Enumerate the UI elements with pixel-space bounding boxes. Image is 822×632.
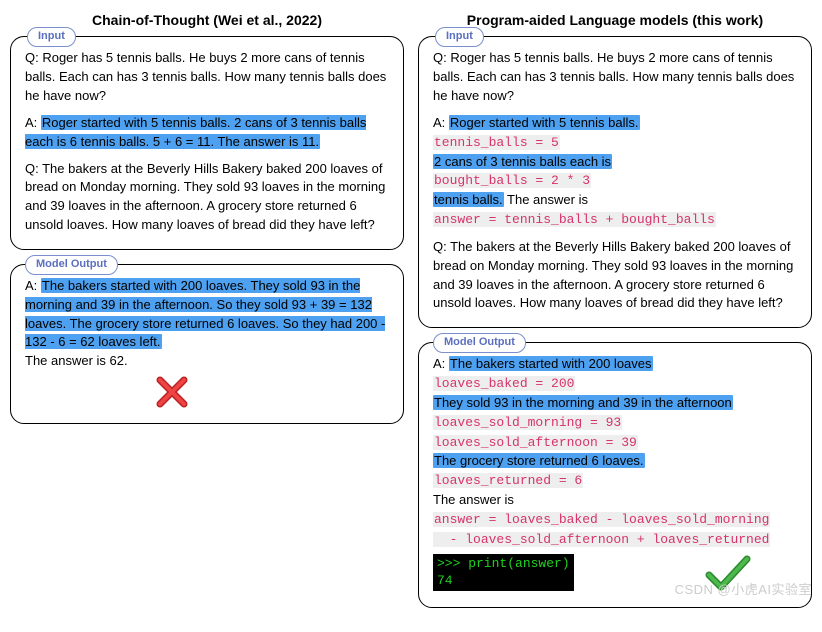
text-segment: Roger started with 5 tennis balls. <box>449 115 640 130</box>
text-segment: tennis_balls = 5 <box>433 135 560 150</box>
text-segment: loaves_sold_afternoon = 39 <box>433 435 638 450</box>
text-segment: loaves_baked = 200 <box>433 376 575 391</box>
right-column: Program-aided Language models (this work… <box>418 10 812 622</box>
terminal-line2: 74 <box>437 573 453 588</box>
terminal-output: >>> print(answer) 74 <box>433 554 574 592</box>
text-segment: Q: The bakers at the Beverly Hills Baker… <box>433 239 793 311</box>
text-segment: The answer is 62. <box>25 353 128 368</box>
text-segment: Q: Roger has 5 tennis balls. He buys 2 m… <box>433 50 794 103</box>
left-output-panel: Model Output A: The bakers started with … <box>10 264 404 424</box>
left-input-body: Q: Roger has 5 tennis balls. He buys 2 m… <box>25 49 389 235</box>
text-segment: The answer is <box>504 192 588 207</box>
right-output-body: A: The bakers started with 200 loaves loa… <box>433 355 797 549</box>
text-segment: - loaves_sold_afternoon + loaves_returne… <box>433 532 770 547</box>
wrong-icon <box>155 375 389 409</box>
text-segment: 2 cans of 3 tennis balls each is <box>433 154 612 169</box>
left-output-body: A: The bakers started with 200 loaves. T… <box>25 277 389 371</box>
text-segment: Roger started with 5 tennis balls. 2 can… <box>25 115 366 149</box>
left-input-tag: Input <box>27 27 76 47</box>
right-output-tag: Model Output <box>433 333 526 353</box>
text-segment: A: <box>25 278 41 293</box>
left-input-panel: Input Q: Roger has 5 tennis balls. He bu… <box>10 36 404 250</box>
text-segment: They sold 93 in the morning and 39 in th… <box>433 395 733 410</box>
text-segment: answer = tennis_balls + bought_balls <box>433 212 716 227</box>
terminal-line1: >>> print(answer) <box>437 556 570 571</box>
watermark: CSDN @小虎AI实验室 <box>675 581 812 600</box>
text-segment: tennis balls. <box>433 192 504 207</box>
left-output-tag: Model Output <box>25 255 118 275</box>
text-segment: loaves_sold_morning = 93 <box>433 415 622 430</box>
text-segment: A: <box>25 115 41 130</box>
right-input-tag: Input <box>435 27 484 47</box>
text-segment: The answer is <box>433 492 514 507</box>
left-column: Chain-of-Thought (Wei et al., 2022) Inpu… <box>10 10 404 622</box>
right-input-body: Q: Roger has 5 tennis balls. He buys 2 m… <box>433 49 797 313</box>
text-segment: The grocery store returned 6 loaves. <box>433 453 645 468</box>
right-output-panel: Model Output A: The bakers started with … <box>418 342 812 608</box>
text-segment: The bakers started with 200 loaves <box>449 356 653 371</box>
text-segment: bought_balls = 2 * 3 <box>433 173 591 188</box>
figure-columns: Chain-of-Thought (Wei et al., 2022) Inpu… <box>10 10 812 622</box>
right-input-panel: Input Q: Roger has 5 tennis balls. He bu… <box>418 36 812 328</box>
text-segment: loaves_returned = 6 <box>433 473 583 488</box>
text-segment: answer = loaves_baked - loaves_sold_morn… <box>433 512 770 527</box>
text-segment: Q: The bakers at the Beverly Hills Baker… <box>25 161 385 233</box>
text-segment: The bakers started with 200 loaves. They… <box>25 278 385 350</box>
text-segment: A: <box>433 356 449 371</box>
text-segment: Q: Roger has 5 tennis balls. He buys 2 m… <box>25 50 386 103</box>
text-segment: A: <box>433 115 449 130</box>
